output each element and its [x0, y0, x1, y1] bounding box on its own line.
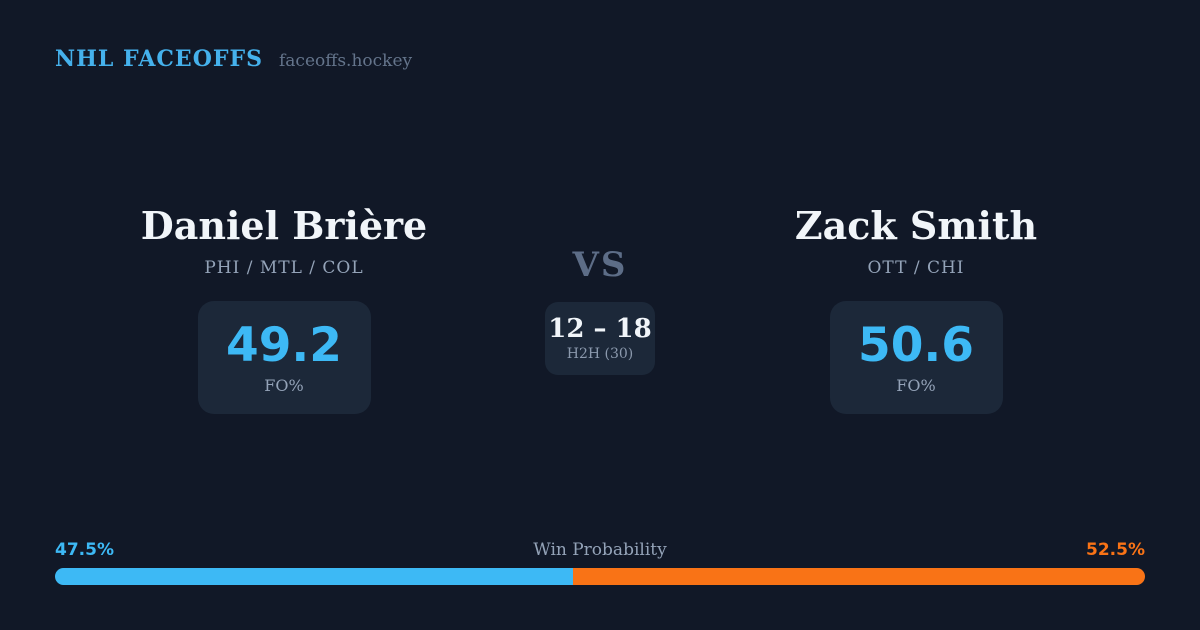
- head-to-head-box: 12 – 18 H2H (30): [545, 302, 655, 375]
- stat-box: 50.6 FO%: [829, 300, 1003, 414]
- head-to-head-label: H2H (30): [566, 345, 634, 362]
- win-probability-title: Win Probability: [533, 540, 667, 560]
- win-probability-left-value: 47.5%: [55, 540, 114, 560]
- vs-label: VS: [572, 245, 628, 285]
- header: NHL FACEOFFS faceoffs.hockey: [55, 46, 412, 72]
- player-teams: OTT / CHI: [867, 257, 965, 278]
- brand-title: NHL FACEOFFS: [55, 46, 263, 72]
- faceoff-percentage-label: FO%: [896, 375, 936, 395]
- faceoff-percentage-value: 49.2: [226, 318, 342, 374]
- brand-domain: faceoffs.hockey: [279, 51, 413, 71]
- win-probability-bar: [55, 568, 1145, 585]
- faceoff-percentage-value: 50.6: [858, 318, 974, 374]
- vs-column: VS 12 – 18 H2H (30): [500, 248, 700, 375]
- player-column-right: Zack Smith OTT / CHI 50.6 FO%: [716, 203, 1116, 414]
- player-name: Daniel Brière: [140, 203, 428, 248]
- head-to-head-score: 12 – 18: [548, 314, 652, 345]
- win-probability-labels: 47.5% Win Probability 52.5%: [55, 540, 1145, 560]
- player-column-left: Daniel Brière PHI / MTL / COL 49.2 FO%: [84, 203, 484, 414]
- player-name: Zack Smith: [794, 203, 1038, 248]
- win-probability-bar-left-segment: [55, 568, 573, 585]
- win-probability-right-value: 52.5%: [1086, 540, 1145, 560]
- win-probability-bar-right-segment: [572, 568, 1145, 585]
- faceoff-percentage-label: FO%: [264, 375, 304, 395]
- player-teams: PHI / MTL / COL: [204, 257, 364, 278]
- stat-box: 49.2 FO%: [197, 300, 371, 414]
